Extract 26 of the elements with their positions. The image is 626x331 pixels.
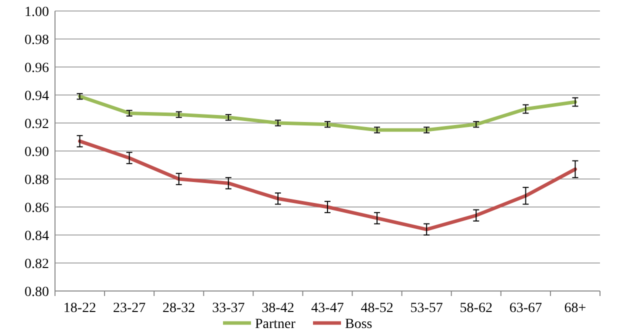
y-tick-label: 0.80 [24, 284, 49, 300]
line-series [78, 94, 577, 132]
x-tick-label: 43-47 [311, 301, 344, 316]
y-tick-label: 0.92 [24, 116, 49, 132]
y-tick-label: 1.00 [24, 4, 49, 20]
x-tick-label: 53-57 [410, 301, 443, 316]
legend-label: Boss [345, 316, 372, 331]
x-tick-label: 38-42 [262, 301, 294, 316]
y-tick-label: 0.90 [24, 144, 49, 160]
x-tick-label: 33-37 [212, 301, 245, 316]
legend-label: Partner [255, 316, 296, 331]
y-tick-label: 0.84 [24, 228, 49, 244]
x-tick-label: 68+ [564, 301, 586, 316]
y-tick-label: 0.82 [24, 256, 49, 272]
x-tick-label: 48-52 [360, 301, 394, 316]
y-tick-label: 0.86 [24, 200, 49, 216]
x-tick-label: 23-27 [112, 301, 146, 316]
y-tick-label: 0.96 [24, 60, 49, 76]
y-tick-label: 0.98 [24, 32, 49, 48]
x-tick-label: 28-32 [162, 301, 196, 316]
x-tick-label: 18-22 [63, 301, 96, 316]
y-tick-label: 0.94 [24, 88, 49, 104]
x-tick-label: 63-67 [509, 301, 542, 316]
x-tick-label: 58-62 [460, 301, 492, 316]
line-series [78, 139, 577, 232]
y-tick-label: 0.88 [24, 172, 49, 188]
